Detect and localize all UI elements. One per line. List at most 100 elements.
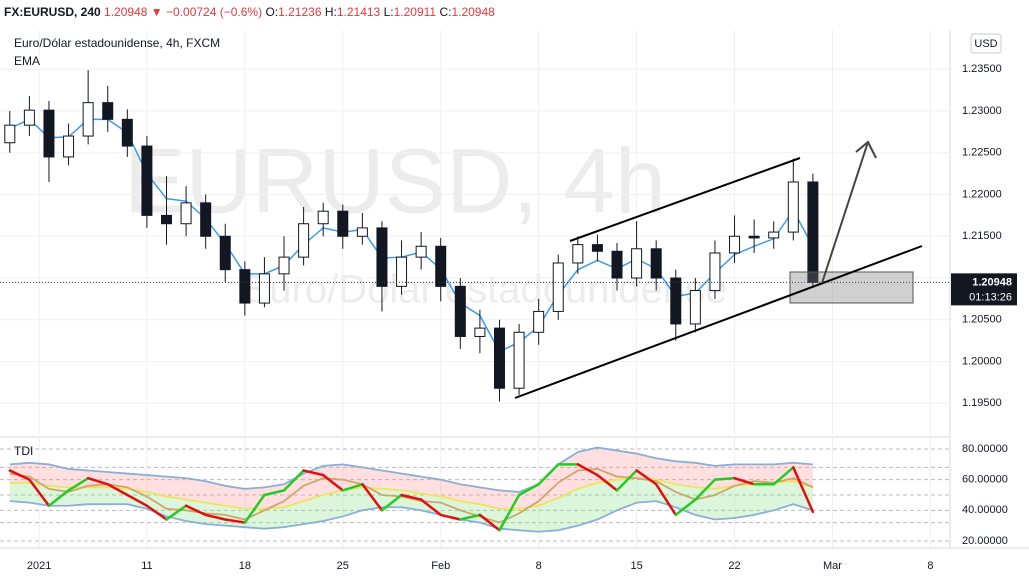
rsi-segment (694, 478, 717, 501)
y-tick-label: 1.20000 (962, 355, 1002, 367)
band-fill (9, 447, 813, 509)
rsi-segment (341, 483, 364, 492)
ohlc-value: 1.21413 (337, 5, 381, 19)
candle-body (670, 277, 682, 325)
band-fill (9, 478, 813, 532)
tdi-line (9, 446, 813, 493)
rsi-segment (126, 493, 149, 507)
watermark: EURUSD, 4h Euro/Dólar estadounidense (124, 130, 727, 311)
trend-line (569, 157, 801, 242)
currency-button-frame[interactable] (970, 33, 1002, 54)
candle-body (43, 109, 55, 158)
arrow-line (821, 141, 869, 284)
candle-body (533, 310, 545, 333)
candle-body (82, 102, 94, 137)
x-tick-label: 15 (630, 560, 642, 572)
candle-body (807, 181, 819, 283)
currency[interactable]: USD (974, 38, 997, 50)
rsi-segment (8, 469, 31, 481)
tdi-line (9, 468, 814, 524)
change: −0.00724 (−0.6%) (166, 5, 262, 19)
candle-body (121, 118, 133, 147)
rsi-segment (772, 466, 795, 486)
candle-body (435, 245, 447, 287)
candle-body (572, 244, 584, 264)
candle-body (493, 327, 505, 389)
candle-body (552, 262, 564, 312)
rsi-segment (184, 504, 207, 517)
candle-body (219, 235, 231, 271)
candle-body (650, 248, 662, 279)
frame (0, 30, 1029, 549)
rsi-segment (145, 504, 168, 521)
countdown: 01:13:26 (969, 291, 1012, 303)
currency-button[interactable]: USD (970, 33, 1002, 54)
candle-body (474, 327, 486, 337)
rsi-segment (224, 518, 247, 524)
y-tick-label: 1.23500 (962, 63, 1002, 75)
candle-body (415, 245, 427, 258)
y-tick-label: 80.00000 (962, 443, 1008, 455)
rsi-segment (380, 493, 403, 512)
y-tick-label: 1.22500 (962, 147, 1002, 159)
candle-body (23, 109, 35, 126)
x-tick-label: 11 (141, 560, 152, 572)
price-label-box (951, 273, 1017, 306)
rsi-segment (733, 476, 756, 486)
x-tick-label: Mar (823, 560, 842, 572)
y-tick-label: 40.00000 (962, 504, 1008, 516)
ohlc-value: 1.20911 (394, 5, 437, 19)
x-tick-label: Feb (431, 560, 450, 572)
tdi-line (9, 500, 814, 533)
candle-body (513, 331, 525, 389)
candle-body (631, 248, 643, 279)
trend-line (514, 245, 923, 399)
ohlc-label: C: (439, 5, 451, 19)
watermark-symbol: EURUSD, 4h (124, 130, 666, 232)
x-tick-label: 18 (239, 560, 251, 572)
rsi-segment (165, 504, 188, 521)
candle-body (454, 285, 466, 337)
y-tick-label: 1.22000 (962, 188, 1002, 200)
watermark-name: Euro/Dólar estadounidense (243, 268, 728, 312)
candle-body (258, 273, 270, 304)
candle-body (278, 256, 290, 275)
rsi-segment (86, 476, 109, 486)
candle-body (180, 202, 192, 225)
plot (0, 70, 950, 533)
header: FX:EURUSD, 240 1.20948 ▼ −0.00724 (−0.6%… (4, 5, 495, 19)
y-tick-label: 1.19500 (962, 397, 1002, 409)
candle-body (102, 102, 114, 120)
rsi-segment (635, 469, 658, 486)
rsi-segment (400, 493, 423, 501)
rsi-segment (498, 493, 521, 532)
candle-body (787, 181, 799, 233)
candle-body (611, 250, 623, 279)
tdi-line (9, 477, 814, 510)
y-tick-label: 1.23000 (962, 105, 1002, 117)
candle-body (4, 124, 16, 144)
ohlc-label: O: (265, 5, 278, 19)
rsi-segment (106, 483, 129, 497)
rsi-segment (67, 476, 90, 492)
y-tick-label: 60.00000 (962, 474, 1008, 486)
candle-body (200, 202, 212, 237)
rsi-segment (792, 466, 815, 514)
price-label: 1.20948 (972, 276, 1012, 288)
y-tick-label: 20.00000 (962, 535, 1008, 547)
rsi-segment (47, 489, 70, 507)
ohlc-value: 1.20948 (451, 5, 495, 19)
arrow-head (855, 140, 877, 159)
arrow: ▼ (151, 5, 163, 19)
candle-body (337, 210, 349, 237)
rsi-segment (243, 493, 266, 524)
rsi-segment (263, 489, 286, 497)
candle-body (396, 256, 408, 287)
rsi-segment (204, 513, 227, 521)
candle-body (768, 231, 780, 239)
candle-body (591, 244, 603, 252)
x-tick-label: 22 (728, 560, 740, 572)
rsi-segment (596, 473, 619, 492)
rsi-segment (654, 483, 678, 517)
